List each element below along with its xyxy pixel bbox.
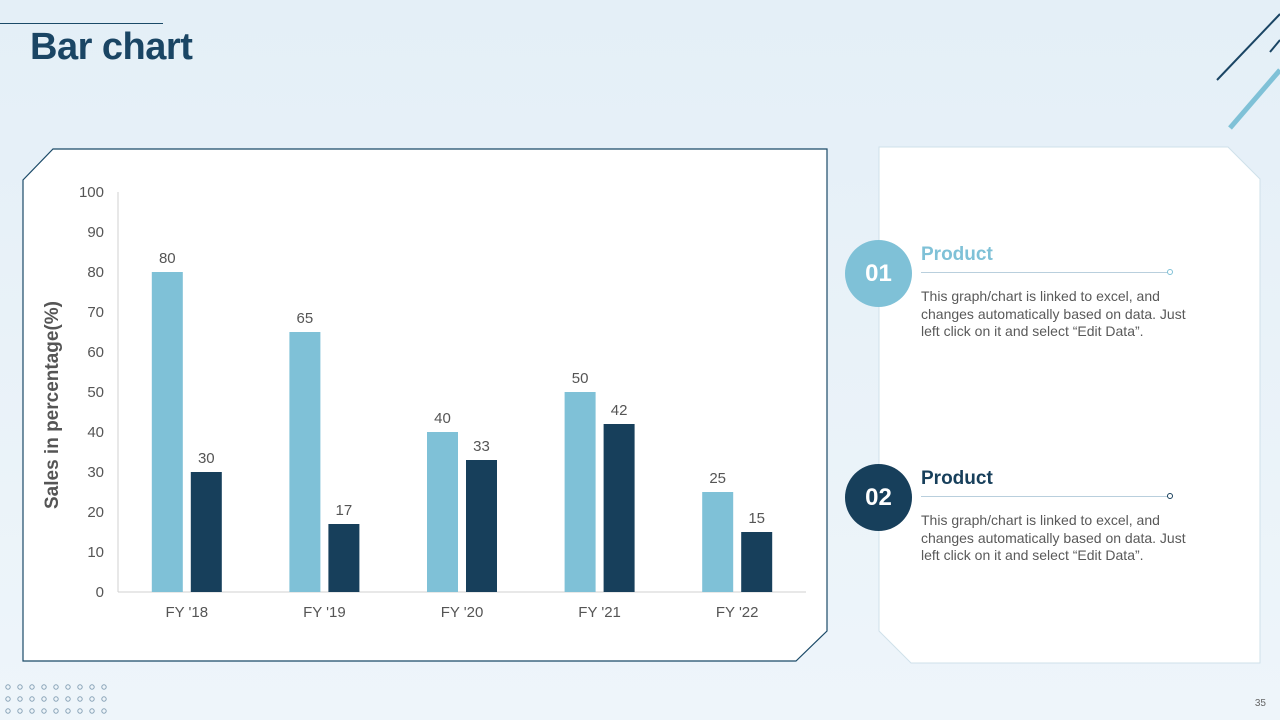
pattern-dot	[65, 708, 71, 714]
pattern-dot	[17, 708, 23, 714]
pattern-dot	[53, 684, 59, 690]
number-badge: 01	[845, 240, 912, 307]
x-tick-label: FY '22	[716, 604, 759, 621]
pattern-dot	[41, 684, 47, 690]
x-tick-label: FY '21	[578, 604, 621, 621]
y-tick-label: 40	[87, 424, 104, 441]
divider-end-dot	[1167, 269, 1173, 275]
page-number: 35	[1254, 698, 1266, 709]
pattern-dot	[65, 696, 71, 702]
pattern-dot	[53, 696, 59, 702]
y-tick-label: 60	[87, 344, 104, 361]
page-title: Bar chart	[30, 26, 193, 68]
info-item-description: This graph/chart is linked to excel, and…	[921, 512, 1186, 563]
divider-end-dot	[1167, 493, 1173, 499]
y-tick-label: 100	[79, 184, 104, 201]
bar-series-2	[603, 424, 635, 592]
pattern-dot	[77, 684, 83, 690]
pattern-dot	[89, 696, 95, 702]
pattern-dot	[101, 684, 107, 690]
pattern-dot	[101, 708, 107, 714]
info-item-1: 01 Product This graph/chart is linked to…	[845, 240, 1205, 350]
y-tick-label: 10	[87, 544, 104, 561]
bar-series-2	[466, 460, 497, 592]
y-tick-label: 80	[87, 264, 104, 281]
bar-series-2	[190, 472, 222, 592]
pattern-dot	[29, 708, 35, 714]
y-axis-title: Sales in percentage(%)	[42, 301, 63, 509]
data-label: 65	[297, 310, 314, 327]
info-item-title: Product	[921, 468, 993, 489]
info-item-2: 02 Product This graph/chart is linked to…	[845, 464, 1205, 574]
data-label: 80	[159, 250, 176, 267]
decorative-lines	[1216, 13, 1280, 130]
data-label: 40	[434, 410, 451, 427]
pattern-dot	[41, 696, 47, 702]
bar-series-1	[702, 492, 734, 592]
y-tick-label: 90	[87, 224, 104, 241]
data-label: 17	[336, 502, 353, 519]
number-badge: 02	[845, 464, 912, 531]
y-tick-label: 0	[96, 584, 104, 601]
x-tick-label: FY '20	[441, 604, 484, 621]
pattern-dot	[89, 684, 95, 690]
divider	[921, 272, 1169, 273]
pattern-dot	[53, 708, 59, 714]
data-label: 50	[572, 370, 589, 387]
y-tick-label: 70	[87, 304, 104, 321]
y-axis-ticks: 0 10 20 30 40 50 60 70 80 90 100	[79, 184, 104, 601]
y-tick-label: 30	[87, 464, 104, 481]
pattern-dot	[65, 684, 71, 690]
pattern-dot	[5, 684, 11, 690]
pattern-dot	[29, 684, 35, 690]
pattern-dot	[5, 708, 11, 714]
bar-series-1	[427, 432, 458, 592]
bars: 80 30 65 17 40 33 50 42 25 15	[151, 250, 773, 592]
bar-series-2	[328, 524, 360, 592]
pattern-dot	[77, 708, 83, 714]
bar-series-1	[151, 272, 183, 592]
data-label: 25	[709, 470, 726, 487]
y-tick-label: 50	[87, 384, 104, 401]
pattern-dot	[5, 696, 11, 702]
x-tick-label: FY '19	[303, 604, 346, 621]
y-tick-label: 20	[87, 504, 104, 521]
pattern-dot	[17, 696, 23, 702]
pattern-dot	[101, 696, 107, 702]
x-tick-label: FY '18	[165, 604, 208, 621]
data-label: 33	[473, 438, 490, 455]
pattern-dot	[29, 696, 35, 702]
pattern-dot	[77, 696, 83, 702]
bar-series-2	[741, 532, 773, 592]
dot-pattern	[5, 684, 107, 714]
data-label: 42	[611, 402, 628, 419]
pattern-dot	[89, 708, 95, 714]
pattern-dot	[41, 708, 47, 714]
bar-series-1	[289, 332, 321, 592]
pattern-dot	[17, 684, 23, 690]
info-item-title: Product	[921, 244, 993, 265]
x-axis-ticks: FY '18 FY '19 FY '20 FY '21 FY '22	[165, 604, 758, 621]
info-item-description: This graph/chart is linked to excel, and…	[921, 288, 1186, 339]
top-rule	[0, 23, 163, 24]
data-label: 15	[748, 510, 765, 527]
bar-series-1	[564, 392, 596, 592]
divider	[921, 496, 1169, 497]
data-label: 30	[198, 450, 215, 467]
